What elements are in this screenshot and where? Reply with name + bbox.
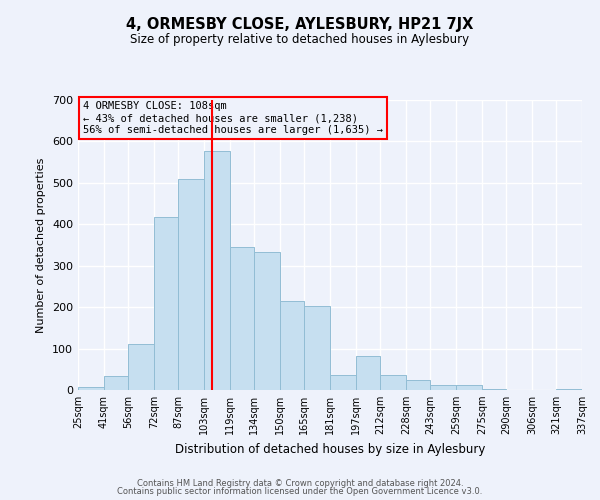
Bar bbox=[430, 385, 456, 390]
Text: Contains HM Land Registry data © Crown copyright and database right 2024.: Contains HM Land Registry data © Crown c… bbox=[137, 478, 463, 488]
Bar bbox=[356, 356, 380, 390]
Bar bbox=[230, 247, 254, 390]
Bar bbox=[330, 374, 356, 390]
X-axis label: Distribution of detached houses by size in Aylesbury: Distribution of detached houses by size … bbox=[175, 442, 485, 456]
Bar bbox=[78, 386, 104, 390]
Bar bbox=[254, 252, 280, 390]
Text: 4 ORMESBY CLOSE: 108sqm
← 43% of detached houses are smaller (1,238)
56% of semi: 4 ORMESBY CLOSE: 108sqm ← 43% of detache… bbox=[83, 102, 383, 134]
Bar bbox=[128, 344, 154, 390]
Bar bbox=[456, 384, 482, 390]
Bar bbox=[304, 306, 330, 390]
Bar bbox=[154, 217, 178, 390]
Bar bbox=[482, 389, 506, 390]
Bar bbox=[280, 302, 304, 390]
Bar bbox=[204, 150, 230, 390]
Bar bbox=[104, 376, 128, 390]
Text: Size of property relative to detached houses in Aylesbury: Size of property relative to detached ho… bbox=[130, 32, 470, 46]
Bar bbox=[556, 389, 582, 390]
Bar bbox=[406, 380, 430, 390]
Bar bbox=[380, 374, 406, 390]
Text: Contains public sector information licensed under the Open Government Licence v3: Contains public sector information licen… bbox=[118, 487, 482, 496]
Y-axis label: Number of detached properties: Number of detached properties bbox=[37, 158, 46, 332]
Text: 4, ORMESBY CLOSE, AYLESBURY, HP21 7JX: 4, ORMESBY CLOSE, AYLESBURY, HP21 7JX bbox=[127, 18, 473, 32]
Bar bbox=[178, 178, 204, 390]
